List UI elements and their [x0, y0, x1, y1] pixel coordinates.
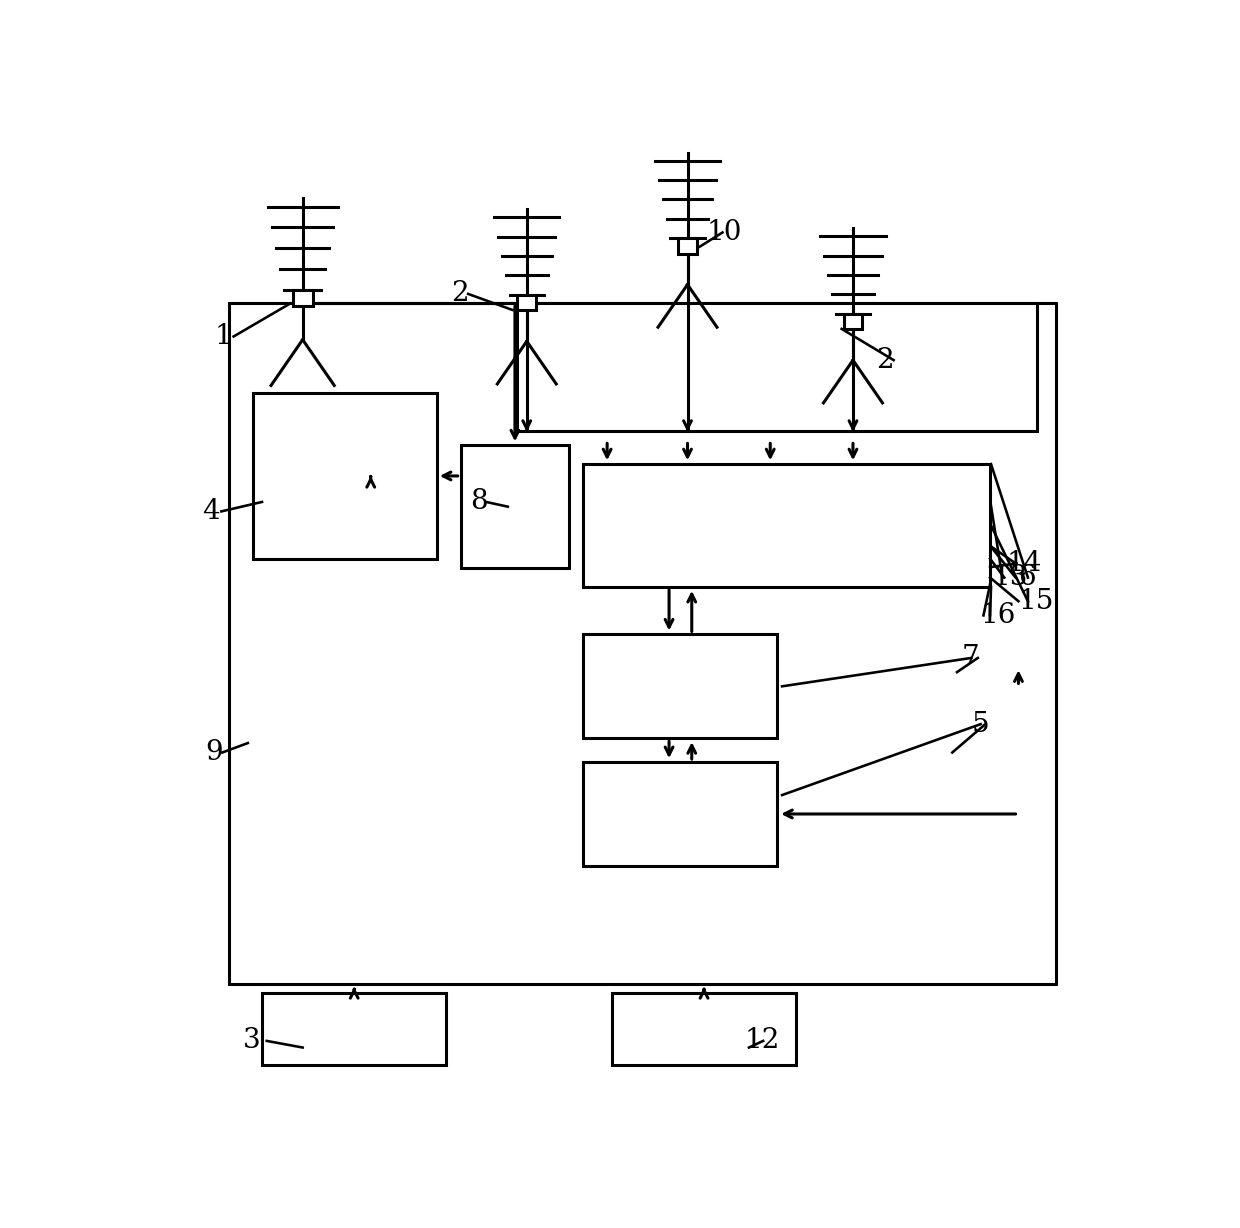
Text: 7: 7: [962, 645, 980, 672]
Text: 12: 12: [744, 1028, 780, 1055]
Bar: [229, 303, 1056, 984]
Text: 3: 3: [243, 1028, 260, 1055]
Bar: [843, 313, 862, 329]
Text: 10: 10: [707, 219, 742, 246]
Text: 8: 8: [470, 489, 487, 516]
Text: 16: 16: [981, 602, 1016, 629]
Bar: [517, 295, 536, 311]
Bar: [293, 290, 312, 307]
Text: 2: 2: [451, 280, 469, 307]
Bar: [517, 303, 1038, 431]
Bar: [584, 635, 777, 738]
Bar: [460, 446, 569, 569]
Text: 4: 4: [202, 497, 219, 524]
Bar: [584, 464, 990, 587]
Text: 5: 5: [971, 711, 988, 738]
Bar: [584, 761, 777, 866]
Bar: [262, 992, 446, 1065]
Bar: [253, 393, 436, 559]
Bar: [611, 992, 796, 1065]
Text: 6: 6: [1018, 564, 1037, 591]
Text: 13: 13: [993, 564, 1028, 591]
Text: 15: 15: [1018, 588, 1054, 615]
Text: 14: 14: [1006, 550, 1042, 577]
Text: 2: 2: [877, 346, 894, 373]
Text: 9: 9: [206, 739, 223, 766]
Bar: [678, 238, 697, 253]
Text: 1: 1: [215, 323, 232, 350]
